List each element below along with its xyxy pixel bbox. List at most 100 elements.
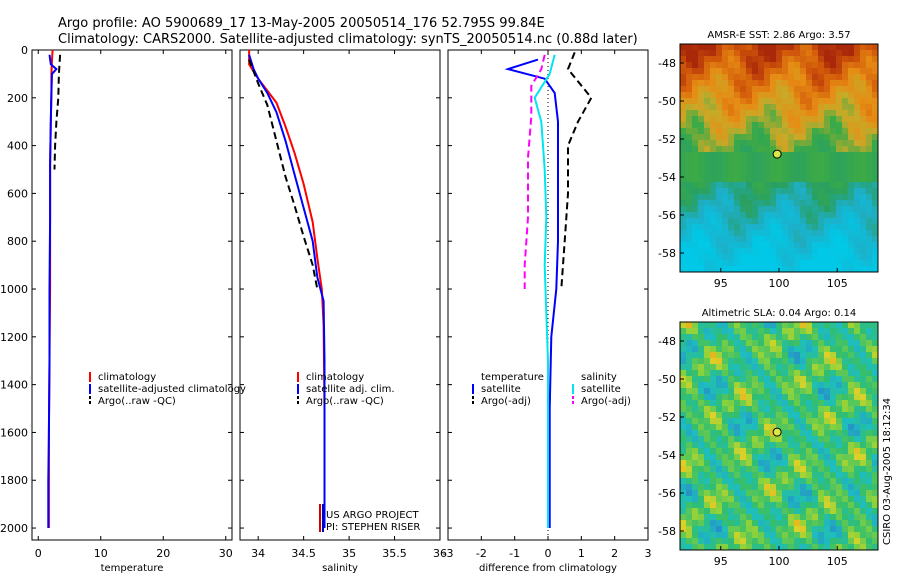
map-cell bbox=[758, 254, 764, 260]
map-cell bbox=[788, 340, 794, 346]
map-cell bbox=[758, 382, 764, 388]
map-cell bbox=[770, 86, 776, 92]
map-cell bbox=[680, 44, 686, 50]
map-cell bbox=[818, 478, 824, 484]
map-cell bbox=[692, 68, 698, 74]
map-cell bbox=[704, 248, 710, 254]
map-cell bbox=[854, 472, 860, 478]
map-cell bbox=[710, 140, 716, 146]
map-cell bbox=[764, 86, 770, 92]
map-cell bbox=[686, 266, 692, 272]
map-cell bbox=[722, 328, 728, 334]
map-cell bbox=[752, 436, 758, 442]
map-cell bbox=[740, 538, 746, 544]
map-cell bbox=[740, 170, 746, 176]
map-cell bbox=[830, 358, 836, 364]
map-cell bbox=[848, 520, 854, 526]
map-cell bbox=[782, 206, 788, 212]
map-cell bbox=[782, 496, 788, 502]
map-cell bbox=[764, 212, 770, 218]
map-cell bbox=[752, 128, 758, 134]
map-cell bbox=[866, 346, 872, 352]
map-cell bbox=[824, 442, 830, 448]
map-cell bbox=[806, 496, 812, 502]
map-cell bbox=[842, 328, 848, 334]
map-cell bbox=[812, 484, 818, 490]
map-cell bbox=[698, 436, 704, 442]
map-cell bbox=[776, 62, 782, 68]
map-cell bbox=[734, 110, 740, 116]
map-cell bbox=[698, 44, 704, 50]
map-cell bbox=[728, 538, 734, 544]
map-cell bbox=[692, 212, 698, 218]
map-cell bbox=[860, 68, 866, 74]
map-cell bbox=[710, 460, 716, 466]
map-cell bbox=[782, 104, 788, 110]
map-cell bbox=[842, 266, 848, 272]
map-cell bbox=[872, 152, 878, 158]
map-cell bbox=[680, 532, 686, 538]
map-cell bbox=[770, 424, 776, 430]
map-cell bbox=[836, 514, 842, 520]
map-cell bbox=[716, 436, 722, 442]
map-cell bbox=[686, 98, 692, 104]
map-cell bbox=[728, 358, 734, 364]
map-cell bbox=[710, 322, 716, 328]
map-cell bbox=[788, 74, 794, 80]
map-cell bbox=[740, 254, 746, 260]
map-cell bbox=[698, 382, 704, 388]
map-cell bbox=[830, 508, 836, 514]
map-cell bbox=[770, 418, 776, 424]
map-cell bbox=[830, 526, 836, 532]
map-cell bbox=[722, 346, 728, 352]
series-line bbox=[504, 58, 559, 528]
map-cell bbox=[782, 382, 788, 388]
map-cell bbox=[860, 164, 866, 170]
map-cell bbox=[830, 182, 836, 188]
map-cell bbox=[842, 376, 848, 382]
map-cell bbox=[812, 376, 818, 382]
map-cell bbox=[872, 242, 878, 248]
map-cell bbox=[746, 134, 752, 140]
map-cell bbox=[752, 146, 758, 152]
map-cell bbox=[764, 182, 770, 188]
map-cell bbox=[842, 122, 848, 128]
map-cell bbox=[788, 68, 794, 74]
map-cell bbox=[710, 260, 716, 266]
map-cell bbox=[698, 242, 704, 248]
map-cell bbox=[746, 514, 752, 520]
map-cell bbox=[806, 544, 812, 550]
map-cell bbox=[854, 400, 860, 406]
map-cell bbox=[818, 328, 824, 334]
map-cell bbox=[764, 376, 770, 382]
map-cell bbox=[806, 442, 812, 448]
map-cell bbox=[800, 538, 806, 544]
map-cell bbox=[710, 376, 716, 382]
map-cell bbox=[860, 388, 866, 394]
map-cell bbox=[824, 242, 830, 248]
map-cell bbox=[788, 134, 794, 140]
map-cell bbox=[722, 442, 728, 448]
map-cell bbox=[746, 68, 752, 74]
map-cell bbox=[794, 146, 800, 152]
map-cell bbox=[824, 466, 830, 472]
map-cell bbox=[752, 104, 758, 110]
map-cell bbox=[776, 116, 782, 122]
map-cell bbox=[812, 502, 818, 508]
x-tick-label: 105 bbox=[827, 277, 848, 290]
map-cell bbox=[716, 188, 722, 194]
map-cell bbox=[716, 134, 722, 140]
map-cell bbox=[722, 430, 728, 436]
map-cell bbox=[782, 254, 788, 260]
map-cell bbox=[734, 50, 740, 56]
map-cell bbox=[854, 86, 860, 92]
map-cell bbox=[824, 170, 830, 176]
map-cell bbox=[764, 62, 770, 68]
map-cell bbox=[836, 544, 842, 550]
map-cell bbox=[782, 230, 788, 236]
map-cell bbox=[836, 418, 842, 424]
map-cell bbox=[746, 370, 752, 376]
map-cell bbox=[794, 80, 800, 86]
map-cell bbox=[764, 418, 770, 424]
map-cell bbox=[824, 436, 830, 442]
